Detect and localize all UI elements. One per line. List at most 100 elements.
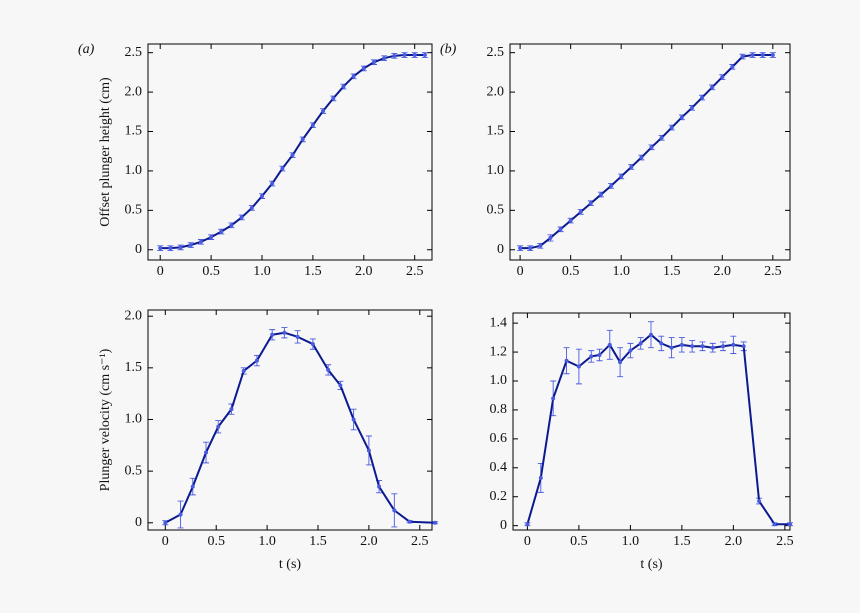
y-tick-label: 0.5 [487,203,505,218]
data-point [295,334,300,339]
y-tick-label: 1.5 [125,360,143,375]
y-tick-label: 1.0 [487,163,505,178]
data-point [341,84,346,89]
data-point [525,522,530,527]
x-tick-label: 2.0 [355,264,373,279]
data-point [198,239,203,244]
data-point [371,60,376,65]
data-point [609,183,614,188]
data-point [392,53,397,58]
data-point [300,137,305,142]
data-point [538,243,543,248]
data-point [433,520,438,525]
data-point [412,53,417,58]
data-point [607,342,612,347]
data-point [190,484,195,489]
y-tick-label: 0.8 [490,402,508,417]
data-point [772,522,777,527]
x-tick-label: 0 [162,534,169,549]
data-point [558,227,563,232]
data-point [338,383,343,388]
data-point [648,332,653,337]
data-point [551,396,556,401]
data-point [310,123,315,128]
x-tick-label: 0.5 [202,264,220,279]
data-point [700,344,705,349]
data-point [168,246,173,251]
x-tick-label: 0 [524,534,531,549]
plot-frame [147,43,433,261]
y-tick-label: 2.0 [125,84,143,99]
data-point [158,246,163,251]
data-point [351,74,356,79]
plot-frame [512,312,791,531]
data-point [689,105,694,110]
y-tick-label: 0.2 [490,489,508,504]
y-axis-label: Offset plunger height (cm) [98,77,113,227]
x-axis-label: t (s) [279,557,302,572]
data-point [564,358,569,363]
x-tick-label: 1.5 [304,264,322,279]
data-point [788,522,792,527]
y-tick-label: 0.5 [125,203,143,218]
y-tick-label: 0.6 [490,431,508,446]
data-point [422,53,427,58]
data-point [659,341,664,346]
data-point [402,53,407,58]
data-line [164,331,436,524]
data-point [270,332,275,337]
x-tick-label: 2.5 [776,534,794,549]
x-tick-label: 0.5 [562,264,580,279]
data-point [568,218,573,223]
data-point [770,53,775,58]
data-point [178,512,183,517]
data-line [520,54,773,250]
data-point [528,246,533,251]
panel-label: (b) [440,42,457,57]
x-tick-label: 0.5 [207,534,225,549]
data-point [700,95,705,100]
plot-frame [147,309,433,531]
data-point [249,205,254,210]
data-point [538,475,543,480]
x-tick-label: 0.5 [570,534,588,549]
data-point [351,417,356,422]
data-point [229,223,234,228]
x-tick-label: 2.5 [406,264,424,279]
data-point [629,164,634,169]
data-point [750,53,755,58]
data-point [710,85,715,90]
x-tick-label: 1.5 [309,534,327,549]
data-point [618,360,623,365]
data-point [178,245,183,250]
data-point [321,109,326,114]
y-tick-label: 0.5 [125,463,143,478]
y-tick-label: 1.2 [490,344,508,359]
data-point [720,75,725,80]
data-point [290,153,295,158]
data-point [721,344,726,349]
data-point [598,192,603,197]
data-point [757,499,762,504]
data-point [331,96,336,101]
x-tick-label: 2.0 [714,264,732,279]
y-tick-label: 1.5 [125,124,143,139]
data-line [160,54,425,250]
data-point [219,229,224,234]
data-point [669,345,674,350]
y-tick-label: 0 [135,242,142,257]
data-point [518,246,523,251]
x-tick-label: 2.5 [411,534,429,549]
data-point [649,145,654,150]
data-point [239,215,244,220]
data-point [280,166,285,171]
data-point [216,424,221,429]
data-point [578,209,583,214]
data-point [282,330,287,335]
x-tick-label: 2.0 [725,534,743,549]
plot-frame [509,43,791,261]
x-tick-label: 1.5 [673,534,691,549]
x-tick-label: 0 [157,264,164,279]
x-tick-label: 2.0 [360,534,378,549]
